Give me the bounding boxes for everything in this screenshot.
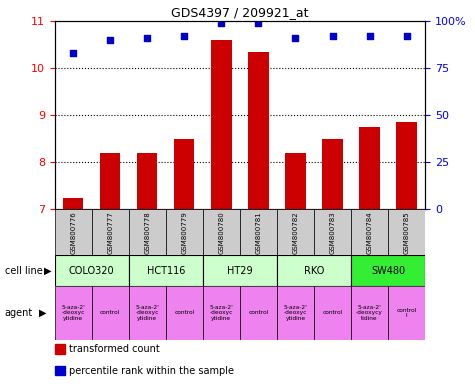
Bar <box>388 209 425 255</box>
Text: GSM800782: GSM800782 <box>293 211 298 254</box>
Text: 5-aza-2'
-deoxyc
ytidine: 5-aza-2' -deoxyc ytidine <box>61 305 85 321</box>
Bar <box>203 255 277 286</box>
Text: GSM800777: GSM800777 <box>107 211 113 254</box>
Bar <box>137 153 157 209</box>
Bar <box>166 286 203 340</box>
Bar <box>397 122 417 209</box>
Bar <box>92 209 129 255</box>
Text: GSM800783: GSM800783 <box>330 211 335 254</box>
Text: 5-aza-2'
-deoxyc
ytidine: 5-aza-2' -deoxyc ytidine <box>209 305 233 321</box>
Bar <box>166 209 203 255</box>
Text: control: control <box>100 310 120 316</box>
Bar <box>351 209 388 255</box>
Text: percentile rank within the sample: percentile rank within the sample <box>69 366 234 376</box>
Point <box>143 35 151 41</box>
Point <box>180 33 188 39</box>
Text: agent: agent <box>5 308 33 318</box>
Bar <box>129 209 166 255</box>
Text: ▶: ▶ <box>39 308 47 318</box>
Text: HCT116: HCT116 <box>147 266 185 276</box>
Bar <box>174 139 194 209</box>
Text: SW480: SW480 <box>371 266 405 276</box>
Point <box>403 33 410 39</box>
Text: control: control <box>248 310 268 316</box>
Bar <box>100 153 120 209</box>
Point <box>366 33 373 39</box>
Text: GSM800779: GSM800779 <box>181 211 187 254</box>
Bar <box>314 209 351 255</box>
Bar <box>55 286 92 340</box>
Text: GSM800785: GSM800785 <box>404 211 409 254</box>
Bar <box>240 286 277 340</box>
Bar <box>277 255 351 286</box>
Text: cell line: cell line <box>5 266 42 276</box>
Text: GSM800778: GSM800778 <box>144 211 150 254</box>
Text: 5-aza-2'
-deoxyc
ytidine: 5-aza-2' -deoxyc ytidine <box>135 305 159 321</box>
Bar <box>55 255 129 286</box>
Bar <box>323 139 342 209</box>
Bar <box>92 286 129 340</box>
Bar <box>351 286 388 340</box>
Text: GSM800776: GSM800776 <box>70 211 76 254</box>
Title: GDS4397 / 209921_at: GDS4397 / 209921_at <box>171 5 309 18</box>
Bar <box>351 255 425 286</box>
Point <box>329 33 336 39</box>
Bar <box>285 153 305 209</box>
Text: COLO320: COLO320 <box>69 266 114 276</box>
Text: control: control <box>323 310 342 316</box>
Text: GSM800781: GSM800781 <box>256 211 261 254</box>
Text: 5-aza-2'
-deoxyc
ytidine: 5-aza-2' -deoxyc ytidine <box>284 305 307 321</box>
Point <box>218 20 225 26</box>
Bar <box>277 209 314 255</box>
Bar <box>203 286 240 340</box>
Text: transformed count: transformed count <box>69 344 160 354</box>
Bar <box>55 209 92 255</box>
Text: 5-aza-2'
-deoxycy
tidine: 5-aza-2' -deoxycy tidine <box>356 305 383 321</box>
Point <box>106 37 114 43</box>
Bar <box>211 40 231 209</box>
Point <box>255 20 262 26</box>
Point <box>69 50 77 56</box>
Text: control
l: control l <box>397 308 417 318</box>
Text: control: control <box>174 310 194 316</box>
Bar <box>388 286 425 340</box>
Text: HT29: HT29 <box>227 266 253 276</box>
Bar <box>360 127 380 209</box>
Bar <box>63 197 83 209</box>
Text: RKO: RKO <box>304 266 324 276</box>
Bar <box>203 209 240 255</box>
Text: GSM800784: GSM800784 <box>367 211 372 254</box>
Bar <box>240 209 277 255</box>
Bar <box>314 286 351 340</box>
Text: ▶: ▶ <box>44 266 52 276</box>
Point <box>292 35 299 41</box>
Bar <box>129 255 203 286</box>
Text: GSM800780: GSM800780 <box>218 211 224 254</box>
Bar <box>248 52 268 209</box>
Bar <box>129 286 166 340</box>
Bar <box>277 286 314 340</box>
